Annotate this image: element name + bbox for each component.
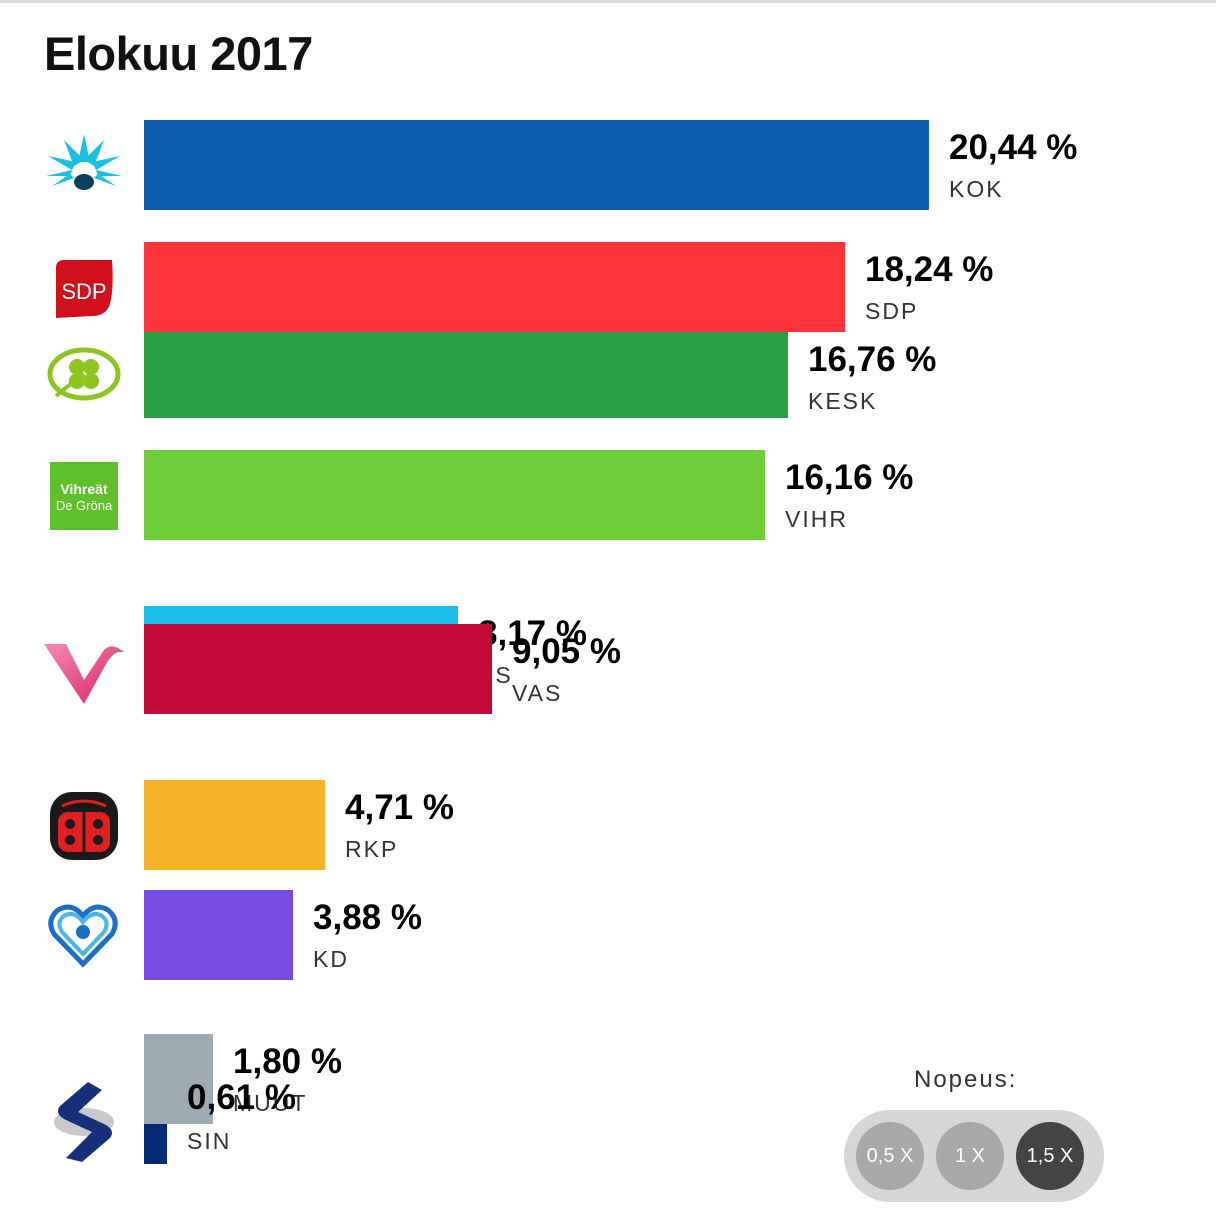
value-label-muut: 1,80 %	[233, 1042, 342, 1081]
bar-vas	[144, 624, 492, 714]
party-code-sin: SIN	[187, 1128, 232, 1154]
bar-vihr	[144, 450, 765, 540]
value-label-vas: 9,05 %	[512, 632, 621, 671]
party-code-rkp: RKP	[345, 836, 399, 862]
bar-kd	[144, 890, 293, 980]
chart-title: Elokuu 2017	[44, 27, 313, 80]
speed-1x-button[interactable]: 1 X	[936, 1122, 1004, 1190]
value-label-vihr: 16,16 %	[785, 458, 914, 497]
party-code-kd: KD	[313, 946, 349, 972]
top-divider	[0, 0, 1216, 3]
vihr-logo-icon: Vihreät De Gröna	[50, 462, 118, 530]
value-label-kesk: 16,76 %	[808, 340, 937, 379]
sin-s-icon	[54, 1082, 114, 1162]
speed-1-5x-button[interactable]: 1,5 X	[1016, 1122, 1084, 1190]
svg-text:De Gröna: De Gröna	[56, 498, 113, 513]
party-code-kok: KOK	[949, 176, 1004, 202]
bar-sdp	[144, 242, 845, 332]
kesk-clover-icon	[47, 347, 121, 401]
speed-selector: 0,5 X 1 X 1,5 X	[844, 1110, 1104, 1202]
party-code-vihr: VIHR	[785, 506, 848, 532]
bar-kesk	[144, 332, 788, 418]
bar-kok	[144, 120, 929, 210]
party-code-sdp: SDP	[865, 298, 919, 324]
svg-text:SDP: SDP	[61, 279, 106, 304]
svg-text:Vihreät: Vihreät	[60, 481, 108, 497]
kok-cornflower-icon	[46, 134, 122, 190]
party-code-kesk: KESK	[808, 388, 878, 414]
value-label-rkp: 4,71 %	[345, 788, 454, 827]
value-label-sin: 0,61 %	[187, 1078, 296, 1117]
party-code-muut: MUUT	[233, 1090, 308, 1116]
value-label-kok: 20,44 %	[949, 128, 1078, 167]
bar-rkp	[144, 780, 325, 870]
kd-heart-icon	[48, 904, 118, 968]
value-label-ps: 8,17 %	[478, 614, 587, 653]
bar-sin	[144, 1124, 167, 1164]
bar-muut	[144, 1034, 213, 1124]
vas-v-icon	[44, 644, 124, 704]
value-label-sdp: 18,24 %	[865, 250, 994, 289]
sdp-logo-icon: SDP	[56, 260, 113, 318]
rkp-ladybug-icon	[50, 792, 118, 860]
speed-0-5x-button[interactable]: 0,5 X	[856, 1122, 924, 1190]
party-code-vas: VAS	[512, 680, 563, 706]
speed-label: Nopeus:	[914, 1066, 1018, 1093]
value-label-kd: 3,88 %	[313, 898, 422, 937]
